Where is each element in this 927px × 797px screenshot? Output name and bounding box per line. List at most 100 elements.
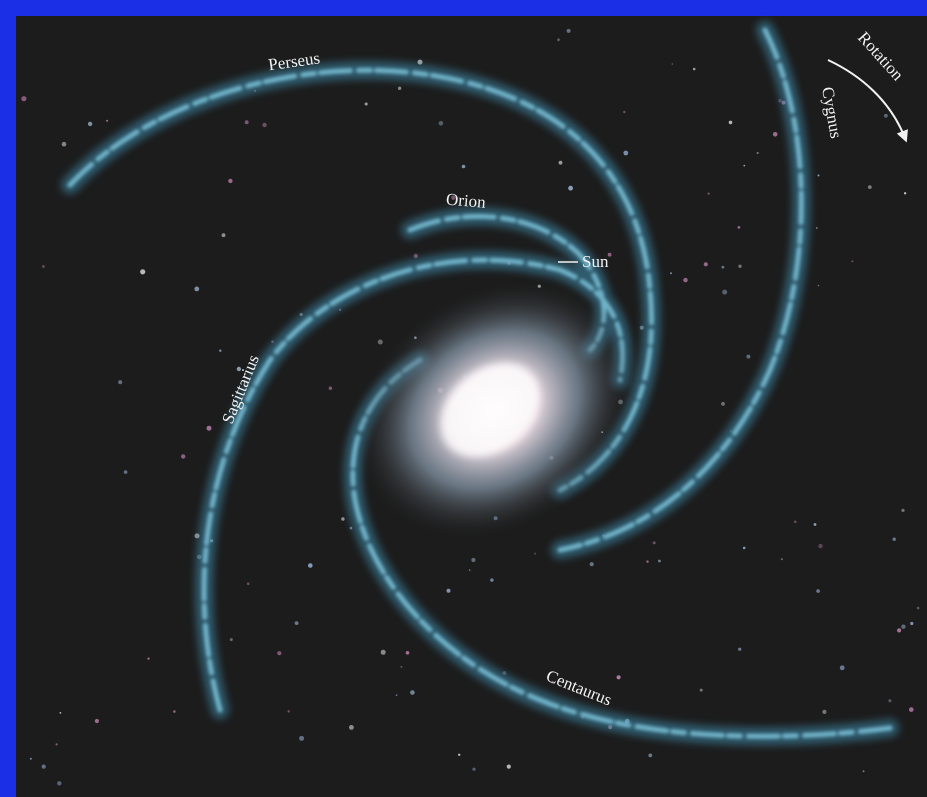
star (349, 725, 354, 730)
star (862, 770, 865, 773)
star (413, 253, 418, 259)
star (884, 113, 888, 118)
star (888, 699, 892, 703)
star (839, 665, 845, 671)
rotation-arrow (827, 59, 908, 143)
star (897, 628, 902, 633)
star (262, 122, 267, 128)
star (815, 227, 818, 229)
star (623, 150, 629, 156)
star (246, 582, 250, 586)
star (308, 563, 313, 568)
sun-label: Sun (582, 252, 609, 271)
star (87, 121, 93, 127)
star (742, 546, 746, 550)
star (780, 558, 783, 561)
star (813, 523, 817, 526)
star (252, 360, 255, 362)
star (123, 470, 128, 474)
arm-label: Orion (445, 190, 487, 212)
star (772, 132, 778, 137)
star (901, 508, 905, 512)
star (737, 226, 741, 229)
star (648, 753, 653, 758)
star (506, 764, 511, 769)
star (341, 517, 345, 521)
star (692, 67, 696, 71)
star (558, 160, 563, 165)
star (822, 709, 827, 715)
star (738, 647, 742, 651)
star (670, 272, 672, 275)
star (728, 120, 733, 125)
galactic-core (440, 363, 540, 457)
star (551, 680, 554, 684)
star (181, 454, 186, 459)
star (721, 402, 725, 406)
star (683, 277, 688, 283)
star (472, 767, 476, 771)
star (892, 537, 896, 541)
star (236, 366, 242, 372)
star (671, 63, 674, 65)
star (703, 262, 708, 267)
star (194, 286, 200, 292)
star (794, 520, 797, 524)
star (244, 120, 249, 125)
star (219, 349, 222, 352)
star (438, 121, 444, 126)
star (229, 638, 233, 642)
star (397, 86, 402, 91)
star (916, 606, 920, 610)
star (557, 38, 560, 42)
star (364, 102, 368, 106)
star (59, 712, 62, 714)
star (118, 380, 123, 385)
star (294, 621, 299, 625)
star (623, 110, 626, 114)
star (29, 757, 32, 760)
star (287, 710, 290, 713)
star (743, 164, 746, 167)
star (61, 141, 67, 147)
star (94, 718, 99, 724)
star (738, 264, 742, 268)
star (461, 164, 466, 169)
star (395, 694, 398, 697)
star (380, 649, 386, 655)
star (909, 707, 914, 712)
star (867, 185, 872, 190)
star (173, 710, 176, 713)
star (607, 252, 612, 257)
star (658, 559, 661, 563)
star (901, 624, 906, 629)
star (699, 688, 703, 692)
star (816, 589, 820, 593)
star (468, 569, 471, 571)
star (377, 339, 383, 345)
star (616, 675, 621, 680)
star (910, 621, 914, 626)
star (410, 690, 415, 695)
star (490, 578, 494, 582)
star (746, 354, 751, 359)
star (446, 588, 451, 593)
star (228, 178, 233, 184)
star (400, 665, 403, 668)
star (451, 195, 456, 200)
star (55, 743, 58, 746)
star (147, 657, 150, 660)
star (589, 562, 594, 567)
star (817, 284, 820, 287)
star (568, 185, 573, 191)
star (646, 560, 649, 563)
star (41, 764, 46, 769)
star (405, 651, 410, 655)
star (42, 265, 45, 268)
star (721, 265, 725, 269)
star (851, 260, 854, 263)
star (707, 192, 710, 195)
star (756, 151, 759, 155)
star (277, 651, 282, 656)
star (471, 557, 476, 563)
